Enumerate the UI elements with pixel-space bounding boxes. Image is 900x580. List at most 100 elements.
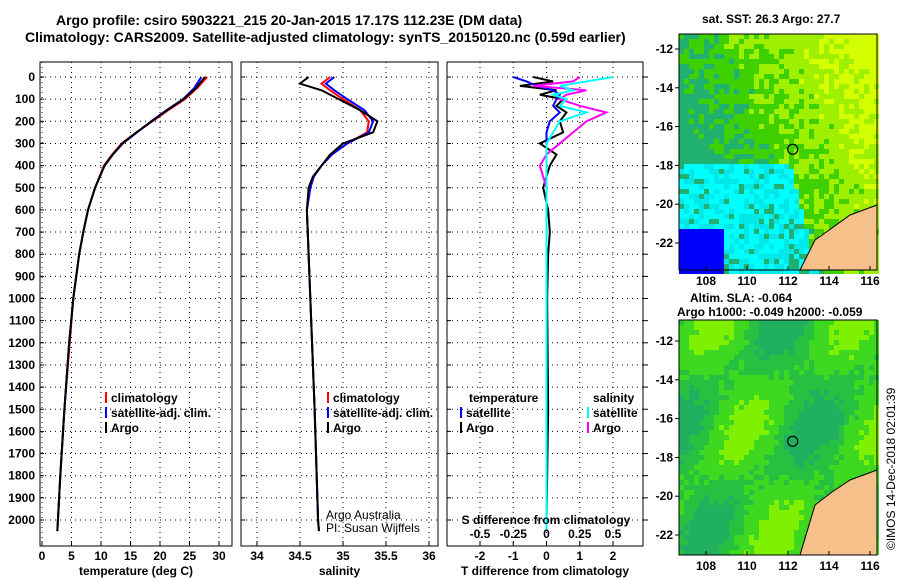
map-cell bbox=[699, 179, 704, 184]
map-cell bbox=[764, 89, 769, 94]
map-cell bbox=[709, 34, 714, 39]
map-cell bbox=[709, 505, 714, 510]
map-cell bbox=[829, 189, 834, 194]
map-cell bbox=[729, 395, 734, 400]
map-cell bbox=[824, 119, 829, 124]
map-cell bbox=[759, 515, 764, 520]
map-cell bbox=[769, 214, 774, 219]
map-cell bbox=[839, 114, 844, 119]
map-cell bbox=[784, 154, 789, 159]
map-cell bbox=[699, 79, 704, 84]
map-cell bbox=[749, 209, 754, 214]
map-cell bbox=[814, 134, 819, 139]
map-cell bbox=[824, 224, 829, 229]
map-cell bbox=[714, 470, 719, 475]
map-cell bbox=[784, 450, 789, 455]
map-cell bbox=[749, 485, 754, 490]
map-cell bbox=[739, 54, 744, 59]
map-cell bbox=[689, 365, 694, 370]
map-cell bbox=[824, 440, 829, 445]
map-cell bbox=[804, 44, 809, 49]
map-cell bbox=[759, 194, 764, 199]
map-cell bbox=[849, 104, 854, 109]
map-cell bbox=[769, 345, 774, 350]
map-cell bbox=[854, 355, 859, 360]
map-cell bbox=[749, 470, 754, 475]
map-cell bbox=[724, 480, 729, 485]
map-x-tick-label: 112 bbox=[778, 274, 798, 288]
map-cell bbox=[814, 335, 819, 340]
map-cell bbox=[844, 355, 849, 360]
map-cell bbox=[824, 114, 829, 119]
map-cell bbox=[814, 139, 819, 144]
map-cell bbox=[764, 520, 769, 525]
map-cell bbox=[744, 189, 749, 194]
map-cell bbox=[769, 124, 774, 129]
map-cell bbox=[844, 380, 849, 385]
map-cell bbox=[824, 179, 829, 184]
map-cell bbox=[724, 525, 729, 530]
map-cell bbox=[694, 505, 699, 510]
map-cell bbox=[829, 224, 834, 229]
map-cell bbox=[724, 109, 729, 114]
map-cell bbox=[789, 390, 794, 395]
map-cell bbox=[704, 229, 709, 234]
map-cell bbox=[844, 109, 849, 114]
map-cell bbox=[769, 530, 774, 535]
map-cell bbox=[759, 199, 764, 204]
map-x-tick-label: 116 bbox=[860, 559, 880, 573]
map-cell bbox=[689, 229, 694, 234]
map-cell bbox=[804, 124, 809, 129]
map-cell bbox=[699, 430, 704, 435]
map-cell bbox=[714, 425, 719, 430]
map-cell bbox=[749, 204, 754, 209]
map-cell bbox=[689, 410, 694, 415]
map-cell bbox=[759, 535, 764, 540]
map-cell bbox=[809, 450, 814, 455]
map-cell bbox=[869, 129, 874, 134]
map-cell bbox=[784, 395, 789, 400]
map-cell bbox=[849, 375, 854, 380]
map-cell bbox=[784, 104, 789, 109]
map-cell bbox=[859, 189, 864, 194]
map-cell bbox=[764, 325, 769, 330]
map-cell bbox=[779, 179, 784, 184]
map-cell bbox=[804, 510, 809, 515]
map-cell bbox=[854, 375, 859, 380]
map-cell bbox=[764, 455, 769, 460]
map-cell bbox=[764, 59, 769, 64]
map-cell bbox=[764, 530, 769, 535]
map-cell bbox=[704, 540, 709, 545]
map-cell bbox=[784, 505, 789, 510]
map-cell bbox=[689, 129, 694, 134]
map-cell bbox=[724, 370, 729, 375]
map-cell bbox=[804, 460, 809, 465]
map-cell bbox=[739, 475, 744, 480]
map-cell bbox=[744, 385, 749, 390]
map-cell bbox=[724, 159, 729, 164]
map-cell bbox=[789, 104, 794, 109]
map-cell bbox=[824, 109, 829, 114]
map-cell bbox=[744, 154, 749, 159]
map-cell bbox=[744, 320, 749, 325]
map-cell bbox=[824, 89, 829, 94]
map-cell bbox=[724, 94, 729, 99]
map-cell bbox=[774, 139, 779, 144]
map-cell bbox=[739, 420, 744, 425]
map-cell bbox=[749, 530, 754, 535]
map-cell bbox=[869, 144, 874, 149]
map-cell bbox=[679, 545, 684, 550]
map-cell bbox=[844, 69, 849, 74]
map-cell bbox=[734, 99, 739, 104]
map-cell bbox=[734, 194, 739, 199]
map-cell bbox=[789, 124, 794, 129]
map-cell bbox=[799, 540, 804, 545]
map-cell bbox=[704, 224, 709, 229]
map-cell bbox=[704, 89, 709, 94]
map-cell bbox=[844, 420, 849, 425]
map-cell bbox=[814, 355, 819, 360]
map-cell bbox=[734, 259, 739, 264]
map-cell bbox=[769, 475, 774, 480]
map-cell bbox=[694, 325, 699, 330]
map-cell bbox=[729, 219, 734, 224]
